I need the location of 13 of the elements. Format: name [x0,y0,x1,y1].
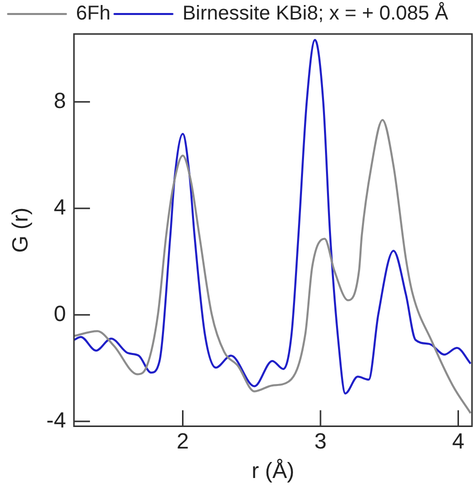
legend-label: Birnessite KBi8; x = + 0.085 Å [182,2,449,25]
x-tick-label: 4 [452,428,464,454]
x-tick-label: 3 [314,428,327,454]
line-series [74,38,472,394]
y-axis-title: G (r) [7,208,32,253]
line-series [74,119,472,414]
x-tick-label: 2 [176,428,189,454]
legend-label: 6Fh [76,2,110,25]
y-tick-label: 0 [54,300,66,326]
y-tick-label: 8 [54,88,66,113]
y-tick-label: 4 [54,194,66,220]
x-axis-title: r (Å) [252,458,294,483]
y-tick-label: -4 [46,407,66,432]
